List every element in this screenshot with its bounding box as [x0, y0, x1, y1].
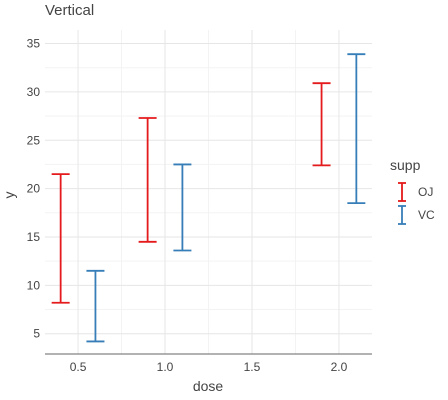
x-axis-label: dose [193, 378, 224, 394]
legend-item-vc: VC [398, 205, 435, 225]
error-bars [51, 53, 366, 343]
legend: supp OJ VC [390, 157, 435, 225]
error-bar-vc [173, 163, 192, 252]
y-tick-label: 20 [27, 182, 41, 196]
error-bar-vc [347, 53, 366, 205]
y-tick-label: 5 [33, 327, 40, 341]
y-tick-label: 30 [27, 85, 41, 99]
error-bar-vc [86, 269, 105, 343]
x-tick-label: 1.0 [157, 360, 174, 374]
y-tick-label: 25 [27, 133, 41, 147]
legend-title: supp [390, 157, 421, 173]
grid [45, 30, 372, 354]
x-tick-label: 0.5 [70, 360, 87, 374]
y-tick-label: 10 [27, 278, 41, 292]
y-tick-label: 35 [27, 37, 41, 51]
x-tick-label: 1.5 [244, 360, 261, 374]
error-bar-oj [312, 82, 331, 167]
chart-title: Vertical [45, 2, 94, 19]
error-bar-oj [138, 117, 157, 243]
legend-item-oj: OJ [398, 182, 433, 202]
legend-label: VC [418, 208, 435, 222]
x-tick-label: 2.0 [331, 360, 348, 374]
legend-label: OJ [418, 185, 433, 199]
y-tick-label: 15 [27, 230, 41, 244]
error-bar-oj [51, 173, 70, 304]
y-axis-label: y [1, 192, 17, 199]
axes: 0.5 1.0 1.5 2.0 5 10 15 20 25 30 35 [27, 37, 372, 374]
